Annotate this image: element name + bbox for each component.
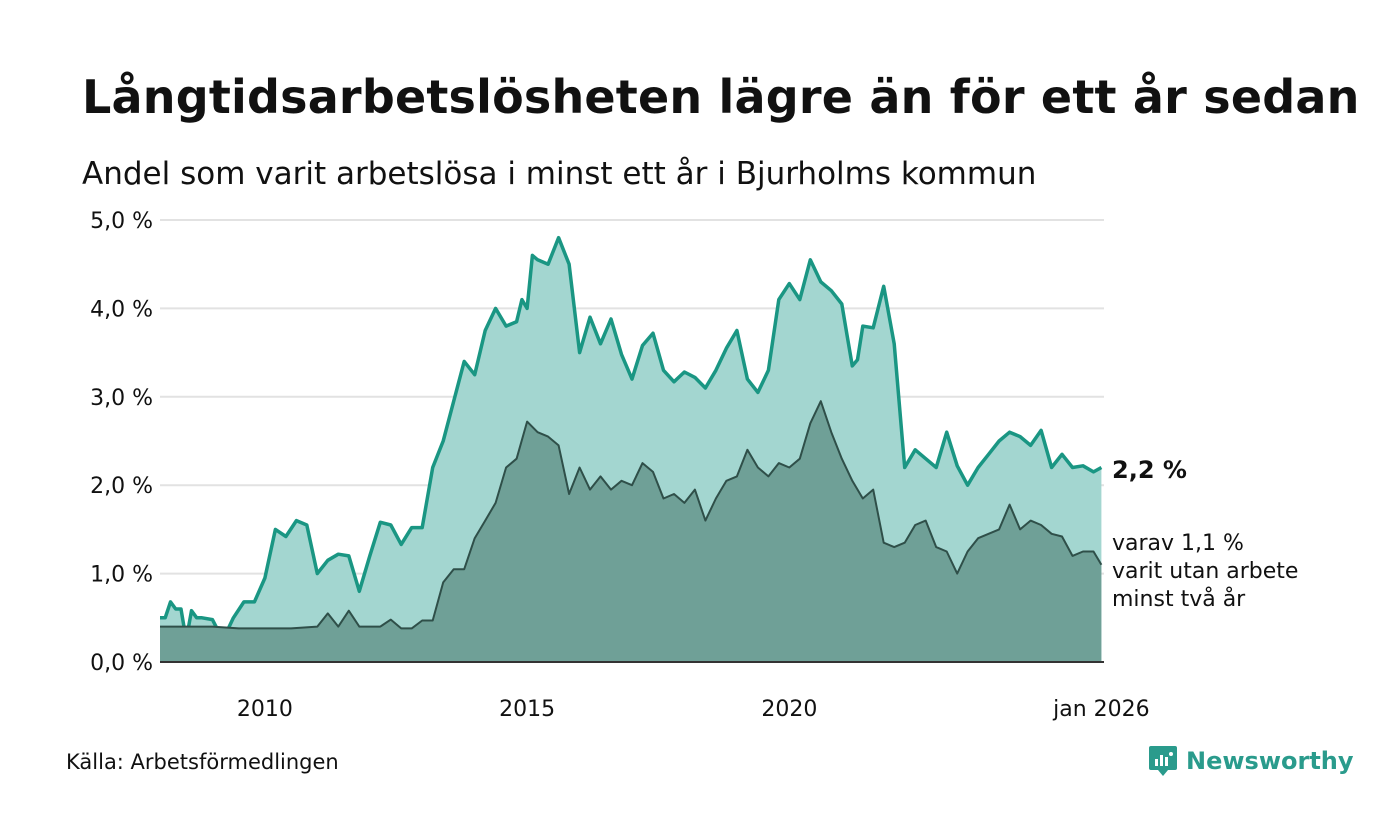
source-note: Källa: Arbetsförmedlingen	[66, 750, 339, 774]
series-area-sub	[160, 401, 1102, 662]
y-tick-label: 3,0 %	[90, 386, 153, 411]
chart-areas	[160, 235, 1104, 663]
end-label-sub-line-2: varit utan arbete	[1112, 559, 1299, 584]
end-label-sub: varav 1,1 % varit utan arbete minst två …	[1112, 530, 1298, 614]
y-tick-label: 0,0 %	[90, 651, 153, 676]
end-label-sub-line-1: varav 1,1 %	[1112, 531, 1244, 556]
y-axis: 0,0 % 1,0 % 2,0 % 3,0 % 4,0 % 5,0 %	[90, 209, 153, 676]
x-tick-label: jan 2026	[1052, 697, 1150, 722]
y-tick-label: 1,0 %	[90, 563, 153, 588]
x-tick-label: 2010	[237, 697, 293, 722]
end-label-main: 2,2 %	[1112, 456, 1187, 484]
chart-subtitle: Andel som varit arbetslösa i minst ett å…	[82, 156, 1037, 192]
y-tick-label: 4,0 %	[90, 297, 153, 322]
series-line-main	[160, 235, 1103, 642]
brand-logo[interactable]: Newsworthy	[1148, 744, 1354, 778]
y-tick-label: 2,0 %	[90, 474, 153, 499]
y-tick-label: 5,0 %	[90, 209, 153, 234]
x-tick-label: 2015	[499, 697, 555, 722]
series-line-sub	[160, 400, 1103, 630]
newsworthy-logo-icon	[1149, 746, 1177, 776]
chart-title: Långtidsarbetslösheten lägre än för ett …	[82, 70, 1360, 124]
x-tick-label: 2020	[761, 697, 817, 722]
brand-name: Newsworthy	[1186, 747, 1354, 775]
x-axis: 2010 2015 2020 jan 2026	[237, 697, 1150, 722]
end-label-sub-line-3: minst två år	[1112, 587, 1246, 612]
